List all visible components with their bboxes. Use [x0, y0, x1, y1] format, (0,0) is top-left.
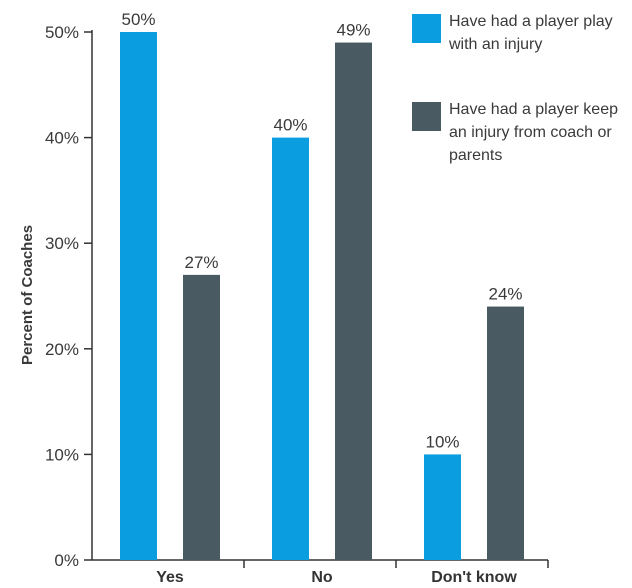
- bars: [120, 32, 524, 561]
- data-label: 50%: [121, 10, 155, 29]
- category-label: No: [311, 569, 333, 586]
- y-tick-label: 10%: [45, 445, 79, 464]
- data-label: 27%: [184, 253, 218, 272]
- data-label: 49%: [336, 21, 370, 40]
- y-tick-label: 50%: [45, 23, 79, 42]
- legend-item-series-1: Have had a player play with an injury: [412, 10, 632, 98]
- bar-series-2: [335, 42, 372, 561]
- data-label: 10%: [425, 432, 459, 451]
- category-label: Don't know: [431, 569, 517, 586]
- y-tick-label: 30%: [45, 234, 79, 253]
- legend-swatch-series-2: [412, 102, 441, 131]
- bar-series-1: [424, 454, 461, 560]
- bar-series-1: [272, 137, 309, 560]
- category-labels: Yes No Don't know: [156, 569, 517, 586]
- y-tick-label: 40%: [45, 129, 79, 148]
- category-label: Yes: [156, 569, 184, 586]
- bar-series-1: [120, 32, 157, 560]
- y-tick-label: 0%: [54, 551, 79, 570]
- legend-label-series-1: Have had a player play with an injury: [449, 13, 613, 53]
- y-ticks: 0% 10% 20% 30% 40% 50%: [45, 23, 92, 570]
- y-axis-title: Percent of Coaches: [19, 225, 36, 365]
- legend: Have had a player play with an injury Ha…: [412, 10, 632, 186]
- legend-label-series-2: Have had a player keep an injury from co…: [449, 101, 618, 164]
- data-label: 40%: [273, 116, 307, 135]
- data-label: 24%: [488, 285, 522, 304]
- data-labels: 50% 27% 40% 49% 10% 24%: [121, 10, 522, 451]
- x-ticks: [243, 560, 549, 568]
- legend-item-series-2: Have had a player keep an injury from co…: [412, 98, 632, 186]
- bar-series-2: [487, 306, 524, 560]
- bar-series-2: [183, 274, 220, 560]
- legend-swatch-series-1: [412, 14, 441, 43]
- y-tick-label: 20%: [45, 340, 79, 359]
